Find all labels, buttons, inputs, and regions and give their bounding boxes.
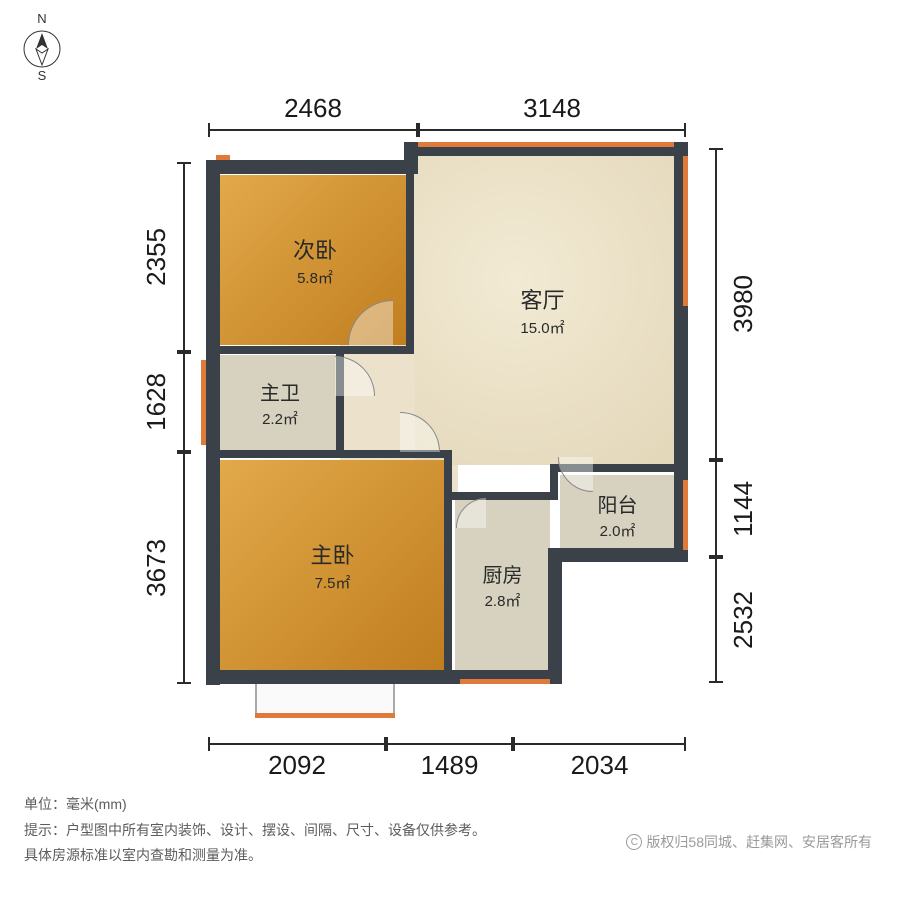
- dim-label: 3673: [141, 539, 172, 597]
- footer: 单位：毫米(mm) 提示：户型图中所有室内装饰、设计、摆设、间隔、尺寸、设备仅供…: [24, 792, 486, 868]
- dim-label: 2034: [571, 750, 629, 781]
- room-area: 7.5㎡: [315, 572, 351, 593]
- copyright: C 版权归58同城、赶集网、安居客所有: [626, 832, 872, 852]
- room-bathroom: 主卫 2.2㎡: [220, 355, 340, 450]
- room-name: 厨房: [483, 559, 523, 588]
- inner-wall: [406, 170, 414, 350]
- dim-top-1: 2468: [208, 118, 418, 142]
- dim-label: 1489: [421, 750, 479, 781]
- dim-label: 1628: [141, 373, 172, 431]
- dim-top-2: 3148: [418, 118, 686, 142]
- compass-s-label: S: [38, 68, 47, 82]
- copyright-icon: C: [626, 834, 642, 850]
- dim-label: 2532: [728, 591, 759, 649]
- notice-line-2: 具体房源标准以室内查勘和测量为准。: [24, 843, 486, 868]
- window-accent: [418, 142, 674, 147]
- outer-wall: [206, 160, 418, 174]
- outer-wall: [548, 548, 562, 684]
- notice-line-1: 提示：户型图中所有室内装饰、设计、摆设、间隔、尺寸、设备仅供参考。: [24, 818, 486, 843]
- room-area: 15.0㎡: [520, 317, 564, 338]
- dim-left-1: 2355: [172, 162, 196, 352]
- room-master-bedroom: 主卧 7.5㎡: [220, 460, 445, 670]
- dim-label: 1144: [728, 481, 759, 537]
- dim-label: 3148: [523, 93, 581, 124]
- inner-wall: [444, 492, 554, 500]
- inner-wall: [444, 450, 452, 674]
- room-area: 2.0㎡: [600, 520, 636, 541]
- dim-right-2: 1144: [704, 460, 728, 557]
- window-accent: [460, 679, 550, 684]
- window-accent: [216, 155, 230, 160]
- window-accent: [683, 156, 688, 306]
- room-area: 2.2㎡: [262, 408, 298, 429]
- room-living: 客厅 15.0㎡: [410, 155, 675, 465]
- dim-right-3: 2532: [704, 557, 728, 683]
- inner-wall: [216, 346, 414, 354]
- room-name: 主卧: [310, 538, 354, 570]
- room-name: 次卧: [293, 233, 337, 265]
- dim-bot-3: 2034: [513, 732, 686, 756]
- floorplan: 次卧 5.8㎡ 客厅 15.0㎡ 主卫 2.2㎡ 主卧 7.5㎡ 厨房 2.8㎡…: [160, 100, 740, 750]
- dim-label: 3980: [728, 275, 759, 333]
- dim-label: 2468: [284, 93, 342, 124]
- copyright-text: 版权归58同城、赶集网、安居客所有: [646, 832, 872, 852]
- compass-n-label: N: [37, 12, 46, 26]
- window-accent: [201, 360, 206, 445]
- room-name: 阳台: [598, 489, 638, 518]
- window-accent: [255, 713, 395, 718]
- dim-bot-1: 2092: [208, 732, 386, 756]
- room-area: 5.8㎡: [297, 267, 333, 288]
- room-area: 2.8㎡: [485, 590, 521, 611]
- dim-right-1: 3980: [704, 148, 728, 460]
- outer-wall: [206, 160, 220, 685]
- dim-left-3: 3673: [172, 452, 196, 684]
- dim-label: 2355: [141, 228, 172, 286]
- window-accent: [683, 480, 688, 550]
- compass: N S: [18, 12, 66, 87]
- outer-wall: [548, 548, 688, 562]
- dim-bot-2: 1489: [386, 732, 513, 756]
- room-name: 主卫: [260, 377, 300, 406]
- room-name: 客厅: [520, 283, 564, 315]
- unit-label: 单位：毫米(mm): [24, 792, 486, 817]
- dim-left-2: 1628: [172, 352, 196, 452]
- dim-label: 2092: [268, 750, 326, 781]
